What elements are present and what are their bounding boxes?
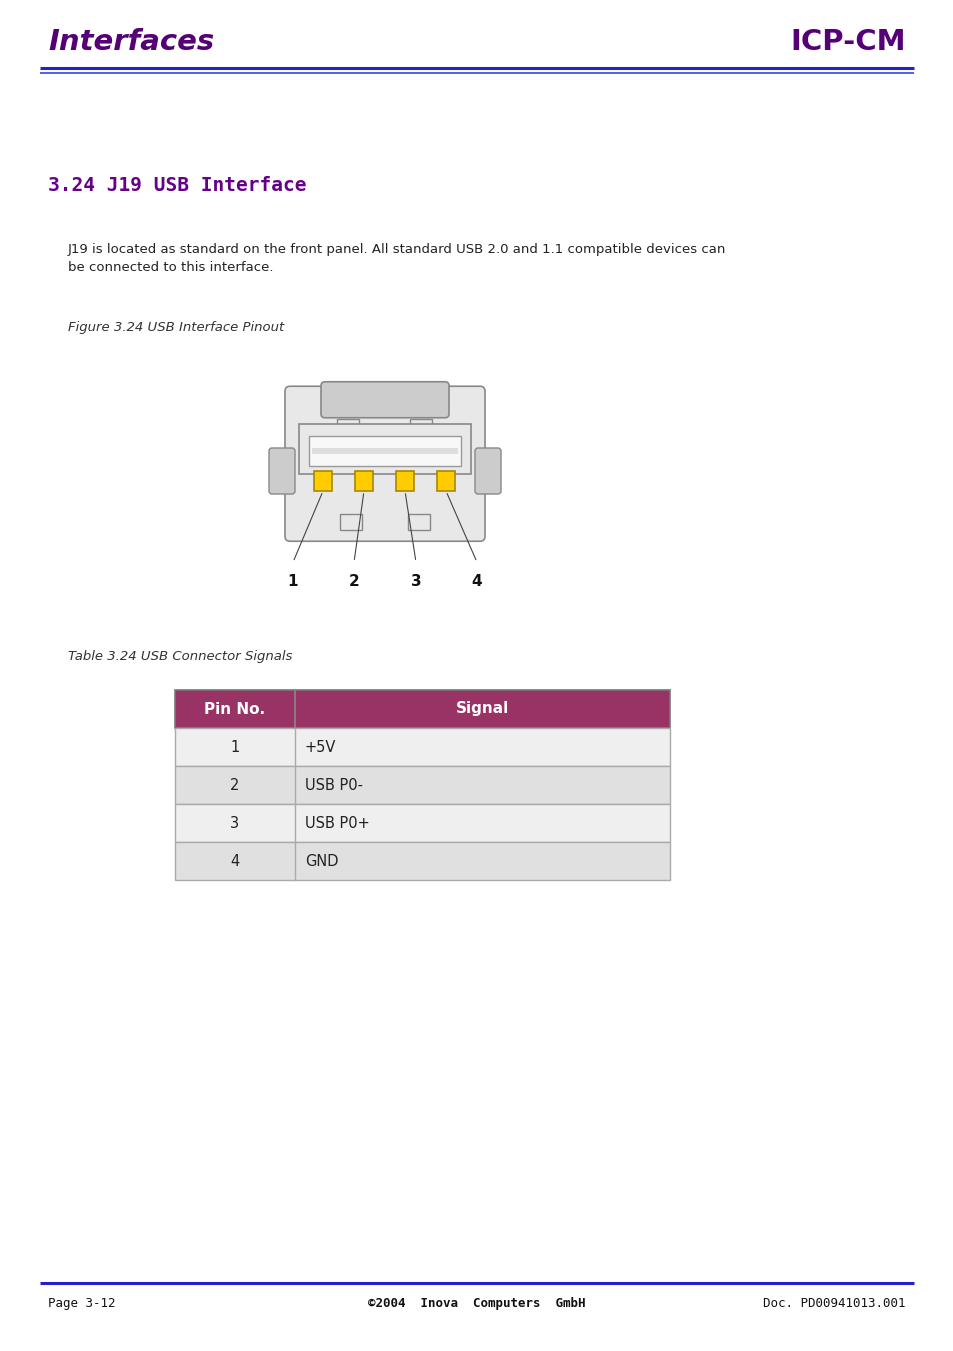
- Bar: [309, 436, 460, 466]
- Text: be connected to this interface.: be connected to this interface.: [68, 261, 274, 274]
- Bar: [314, 471, 332, 490]
- Text: 1: 1: [230, 739, 239, 754]
- Text: USB P0-: USB P0-: [305, 777, 363, 793]
- Bar: [174, 804, 669, 842]
- Text: 4: 4: [230, 854, 239, 869]
- Bar: [336, 419, 358, 434]
- Bar: [436, 471, 455, 490]
- Text: ©2004  Inova  Computers  GmbH: ©2004 Inova Computers GmbH: [368, 1297, 585, 1310]
- Bar: [174, 728, 669, 766]
- Text: 2: 2: [230, 777, 239, 793]
- Bar: [410, 419, 432, 434]
- FancyBboxPatch shape: [320, 382, 449, 417]
- Bar: [174, 728, 669, 766]
- Bar: [339, 515, 361, 530]
- Text: 3.24 J19 USB Interface: 3.24 J19 USB Interface: [48, 176, 306, 195]
- Text: Signal: Signal: [456, 701, 509, 716]
- Text: 4: 4: [471, 574, 482, 589]
- Bar: [355, 471, 373, 490]
- Text: Figure 3.24 USB Interface Pinout: Figure 3.24 USB Interface Pinout: [68, 322, 284, 334]
- FancyBboxPatch shape: [475, 449, 500, 494]
- Bar: [174, 766, 669, 804]
- Text: Interfaces: Interfaces: [48, 28, 214, 55]
- Text: +5V: +5V: [305, 739, 336, 754]
- Text: Page 3-12: Page 3-12: [48, 1297, 115, 1310]
- Bar: [395, 471, 414, 490]
- Bar: [174, 804, 669, 842]
- Text: Table 3.24 USB Connector Signals: Table 3.24 USB Connector Signals: [68, 650, 292, 663]
- Bar: [174, 766, 669, 804]
- Bar: [312, 449, 457, 454]
- Text: 3: 3: [231, 816, 239, 831]
- Text: Doc. PD00941013.001: Doc. PD00941013.001: [762, 1297, 905, 1310]
- FancyBboxPatch shape: [269, 449, 294, 494]
- Bar: [174, 842, 669, 880]
- Bar: [174, 690, 669, 728]
- FancyBboxPatch shape: [285, 386, 484, 542]
- Text: ICP-CM: ICP-CM: [789, 28, 905, 55]
- Bar: [174, 690, 669, 728]
- Bar: [298, 424, 471, 474]
- Text: J19 is located as standard on the front panel. All standard USB 2.0 and 1.1 comp: J19 is located as standard on the front …: [68, 243, 725, 255]
- Text: Pin No.: Pin No.: [204, 701, 265, 716]
- Bar: [174, 842, 669, 880]
- Text: USB P0+: USB P0+: [305, 816, 370, 831]
- Bar: [408, 515, 430, 530]
- Text: GND: GND: [305, 854, 338, 869]
- Text: 1: 1: [288, 574, 298, 589]
- Text: 2: 2: [348, 574, 359, 589]
- Text: 3: 3: [410, 574, 421, 589]
